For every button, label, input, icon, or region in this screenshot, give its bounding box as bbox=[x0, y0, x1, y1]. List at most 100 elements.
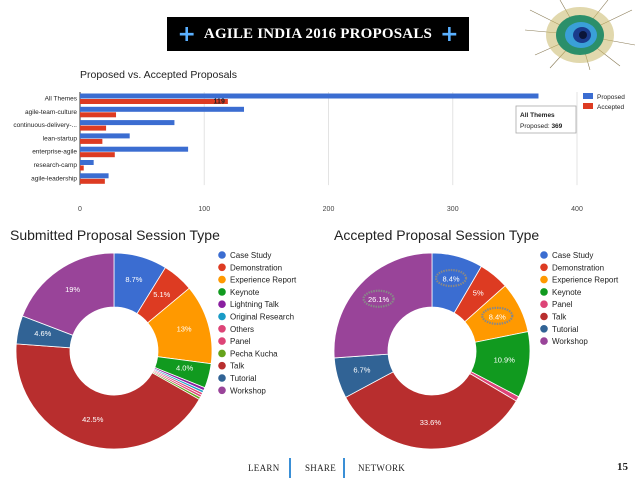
bar-proposed bbox=[80, 160, 94, 165]
legend-dot-talk bbox=[218, 361, 226, 370]
legend-label-demonstration: Demonstration bbox=[230, 263, 282, 272]
slice-label: 4.0% bbox=[176, 364, 193, 373]
legend-label-workshop: Workshop bbox=[230, 386, 266, 395]
bar-accepted bbox=[80, 178, 105, 184]
footer-learn: LEARN bbox=[248, 463, 280, 473]
legend-label-experience_report: Experience Report bbox=[230, 276, 297, 285]
legend-dot-panel bbox=[218, 337, 226, 345]
slice-label: 8.7% bbox=[125, 275, 142, 284]
bar-data-label: 119 bbox=[214, 99, 225, 106]
bar-accepted bbox=[80, 125, 107, 131]
peacock-feather-icon bbox=[524, 0, 636, 70]
slice-label: 33.6% bbox=[420, 418, 442, 427]
legend-label-accepted: Accepted bbox=[597, 104, 624, 111]
tooltip-box bbox=[515, 105, 577, 134]
bar-proposed bbox=[80, 106, 245, 112]
highlight-circle bbox=[362, 289, 395, 308]
legend-label-tutorial: Tutorial bbox=[230, 374, 257, 383]
bar-accepted bbox=[80, 138, 103, 144]
category-label: All Themes bbox=[45, 96, 78, 103]
legend-label-talk: Talk bbox=[230, 362, 245, 371]
donut-slice-workshop bbox=[21, 252, 115, 336]
legend-dot-tutorial bbox=[218, 374, 226, 382]
bar-proposed bbox=[80, 146, 189, 152]
legend-label-talk: Talk bbox=[552, 313, 567, 322]
legend-dot-keynote bbox=[218, 288, 226, 296]
legend-label-demonstration: Demonstration bbox=[552, 263, 604, 272]
legend-dot-lightning_talk bbox=[218, 300, 226, 308]
legend-label-keynote: Keynote bbox=[552, 288, 582, 297]
legend-swatch-proposed bbox=[583, 93, 593, 99]
plus-icon: + bbox=[440, 21, 459, 47]
legend-label-keynote: Keynote bbox=[230, 288, 260, 297]
plus-icon: + bbox=[177, 21, 196, 47]
legend-label-workshop: Workshop bbox=[552, 337, 588, 346]
donut-slice-talk bbox=[345, 371, 517, 450]
legend-dot-others bbox=[218, 325, 226, 333]
submitted-session-type-donut: Submitted Proposal Session Type 8.7% 5.1% 1… bbox=[10, 227, 297, 450]
donut-title: Accepted Proposal Session Type bbox=[334, 227, 539, 243]
tooltip-title: All Themes bbox=[520, 112, 555, 119]
slide-title-banner: + AGILE INDIA 2016 PROPOSALS + bbox=[167, 17, 469, 51]
bar-accepted bbox=[80, 152, 115, 158]
highlight-circle bbox=[434, 268, 468, 288]
legend-label-original_research: Original Research bbox=[230, 313, 294, 322]
footer-share: SHARE bbox=[305, 463, 337, 473]
slice-label: 8.4% bbox=[443, 275, 460, 284]
legend-dot-pecha_kucha bbox=[218, 349, 226, 358]
page-number: 15 bbox=[617, 461, 628, 473]
x-tick-label: 100 bbox=[198, 206, 210, 213]
legend-dot-demonstration bbox=[540, 263, 548, 272]
footer-network: NETWORK bbox=[358, 463, 406, 473]
slice-label: 4.6% bbox=[34, 329, 51, 338]
proposals-bar-chart: Proposed vs. Accepted Proposals All Them… bbox=[13, 69, 625, 213]
accepted-session-type-donut: Accepted Proposal Session Type 8.4% 5% 8.4%… bbox=[333, 227, 619, 450]
footer: LEARN SHARE NETWORK 15 bbox=[0, 452, 638, 479]
footer-separator bbox=[289, 458, 291, 478]
legend-dot-case_study bbox=[218, 251, 226, 259]
legend-label-others: Others bbox=[230, 325, 254, 334]
donut-title: Submitted Proposal Session Type bbox=[10, 227, 220, 243]
category-label: lean-startup bbox=[43, 135, 78, 142]
legend-dot-tutorial bbox=[540, 325, 548, 333]
bar-accepted bbox=[80, 112, 117, 118]
category-label: agile-leadership bbox=[31, 175, 77, 182]
legend-dot-experience_report bbox=[540, 275, 548, 284]
bar-chart-title: Proposed vs. Accepted Proposals bbox=[80, 69, 237, 81]
donut-slice-talk bbox=[15, 343, 200, 450]
legend-dot-case_study bbox=[540, 251, 548, 259]
slide-title: AGILE INDIA 2016 PROPOSALS bbox=[203, 25, 433, 42]
bar-proposed bbox=[80, 93, 539, 99]
bar-accepted bbox=[80, 99, 228, 104]
bar-proposed bbox=[80, 133, 130, 139]
legend-dot-original_research bbox=[218, 312, 226, 321]
bar-proposed bbox=[80, 120, 175, 126]
slice-label: 13% bbox=[177, 325, 192, 334]
slice-label: 5.1% bbox=[153, 290, 170, 299]
x-tick-label: 0 bbox=[78, 206, 82, 213]
category-label: research-camp bbox=[34, 162, 78, 169]
slice-label: 8.4% bbox=[489, 312, 506, 321]
slice-label: 6.7% bbox=[353, 365, 370, 374]
legend-label-proposed: Proposed bbox=[597, 94, 625, 101]
bar-accepted bbox=[80, 165, 84, 171]
legend-label-case_study: Case Study bbox=[230, 251, 271, 260]
bar-proposed bbox=[80, 173, 109, 179]
legend-dot-talk bbox=[540, 312, 548, 321]
category-label: enterprise-agile bbox=[32, 149, 77, 156]
x-tick-label: 200 bbox=[323, 206, 335, 213]
legend-label-panel: Panel bbox=[230, 337, 251, 346]
highlight-circle bbox=[481, 306, 514, 325]
legend-dot-panel bbox=[540, 300, 548, 308]
legend-swatch-accepted bbox=[583, 103, 593, 109]
legend-dot-keynote bbox=[540, 288, 548, 296]
slice-label: 10.9% bbox=[494, 355, 516, 364]
slice-label: 42.5% bbox=[82, 415, 104, 424]
slice-label: 26.1% bbox=[368, 295, 390, 304]
slice-label: 5% bbox=[473, 288, 484, 297]
legend-label-panel: Panel bbox=[552, 300, 573, 309]
legend-label-tutorial: Tutorial bbox=[552, 325, 579, 334]
footer-separator bbox=[343, 458, 345, 478]
legend-dot-workshop bbox=[540, 337, 548, 345]
legend-dot-experience_report bbox=[218, 275, 226, 284]
